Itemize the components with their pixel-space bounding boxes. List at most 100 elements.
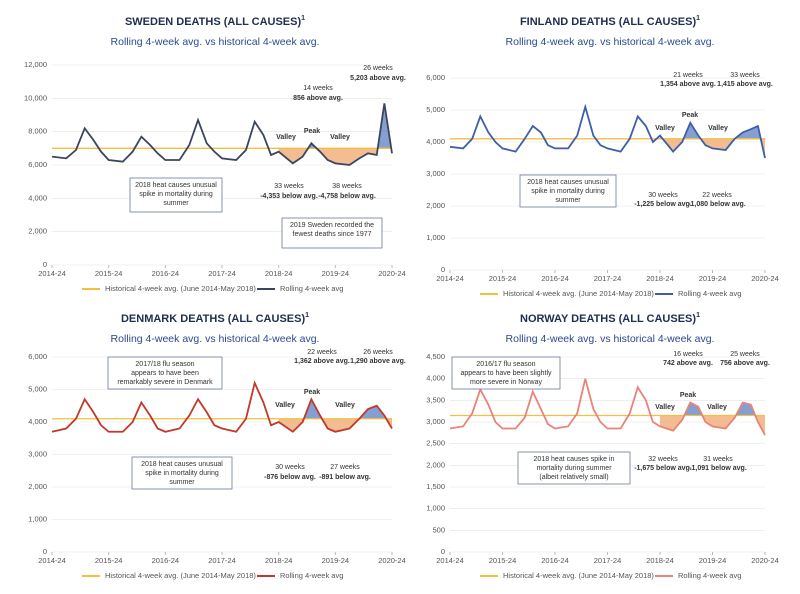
legend-label: Historical 4-week avg. (June 2014-May 20… [503,571,654,580]
annotation: 33 weeks [730,72,760,79]
y-tick-label: 10,000 [24,93,47,102]
annotation: Valley [335,402,355,409]
annotation: 30 weeks [275,464,305,471]
annotation: -4,353 below avg. [260,193,318,200]
shade-above [278,103,392,149]
shade-below [278,148,392,165]
annotation: 31 weeks [703,456,733,463]
y-tick-label: 2,000 [426,201,445,210]
x-tick-label: 2014-24 [38,269,66,278]
y-tick-label: 5,000 [426,105,445,114]
chart-title: FINLAND DEATHS (ALL CAUSES)1 [520,15,700,28]
x-tick-label: 2018-24 [646,556,674,565]
y-tick-label: 3,500 [426,395,445,404]
series-line [51,103,393,166]
annotation: -1,225 below avg. [634,201,692,208]
y-tick-label: 0 [43,547,47,556]
x-tick-label: 2015-24 [95,269,123,278]
x-tick-label: 2014-24 [436,556,464,565]
annotation: -1,080 below avg. [688,201,746,208]
shade-above [660,122,761,139]
callout-text: summer [555,197,581,204]
annotation: 26 weeks [363,349,393,356]
y-tick-label: 6,000 [28,160,47,169]
callout-text: spike in mortality during [145,470,219,477]
footnote-marker: 1 [305,312,309,319]
y-tick-label: 3,000 [28,449,47,458]
series-line [449,103,766,159]
series-line [449,378,766,436]
y-tick-label: 1,000 [426,504,445,513]
x-tick-label: 2018-24 [265,269,293,278]
x-tick-label: 2018-24 [265,556,293,565]
y-tick-label: 6,000 [426,73,445,82]
x-tick-label: 2020-24 [378,269,406,278]
title-text: NORWAY DEATHS (ALL CAUSES) [520,313,696,325]
y-tick-label: 2,000 [28,227,47,236]
callout-text: summer [163,200,189,207]
chart-panel: FINLAND DEATHS (ALL CAUSES)1 Rolling 4-we… [426,15,779,298]
callout-box [519,174,617,208]
x-tick-label: 2019-24 [322,556,350,565]
chart-subtitle: Rolling 4-week avg. vs historical 4-week… [111,333,320,345]
annotation: 14 weeks [303,85,333,92]
chart-panel: SWEDEN DEATHS (ALL CAUSES)1 Rolling 4-wee… [24,15,406,293]
x-tick-label: 2017-24 [594,274,622,283]
y-tick-label: 4,000 [426,137,445,146]
annotation: 32 weeks [648,456,678,463]
x-tick-label: 2020-24 [751,556,779,565]
y-tick-label: 4,000 [28,417,47,426]
annotation: 27 weeks [330,464,360,471]
y-tick-label: 2,000 [28,482,47,491]
annotation: Peak [682,112,698,119]
annotation: 21 weeks [673,72,703,79]
annotation: 22 weeks [307,349,337,356]
annotation: -4,758 below avg. [318,193,376,200]
annotation: 33 weeks [274,183,304,190]
legend-label: Rolling 4-week avg [280,571,343,580]
annotation: 25 weeks [730,351,760,358]
shade-below [278,418,392,432]
y-tick-label: 1,000 [28,514,47,523]
x-tick-label: 2017-24 [208,269,236,278]
x-tick-label: 2019-24 [699,556,727,565]
legend-label: Rolling 4-week avg [678,571,741,580]
annotation: Peak [680,392,696,399]
callout-text: summer [169,479,195,486]
callout-text: spike in mortality during [139,191,213,198]
callout-box [281,217,383,249]
y-tick-label: 6,000 [28,352,47,361]
annotation: Peak [304,128,320,135]
callout-text: 2016/17 flu season [476,361,535,368]
annotation: 5,203 above avg. [350,75,406,82]
annotation: -1,091 below avg. [689,465,747,472]
footnote-marker: 1 [696,312,700,319]
x-tick-label: 2020-24 [751,274,779,283]
y-tick-label: 500 [432,525,445,534]
y-tick-label: 4,500 [426,352,445,361]
y-tick-label: 0 [441,547,445,556]
x-tick-label: 2016-24 [541,274,569,283]
callout-text: mortality during summer [536,465,612,472]
shade-below [660,415,765,435]
annotation: 856 above avg. [293,95,343,102]
annotation: -876 below avg. [264,474,316,481]
annotation: 1,290 above avg. [350,358,406,365]
y-tick-label: 12,000 [24,60,47,69]
y-tick-label: 3,000 [426,417,445,426]
annotation: 30 weeks [648,192,678,199]
x-tick-label: 2017-24 [594,556,622,565]
footnote-marker: 1 [301,15,305,22]
chart-title: NORWAY DEATHS (ALL CAUSES)1 [520,312,700,325]
legend-label: Rolling 4-week avg [280,284,343,293]
callout-text: 2018 heat causes unusual [141,461,223,468]
x-tick-label: 2019-24 [699,274,727,283]
annotation: Valley [276,134,296,141]
chart-subtitle: Rolling 4-week avg. vs historical 4-week… [111,36,320,48]
y-tick-label: 4,000 [28,193,47,202]
annotation: 22 weeks [702,192,732,199]
callout-text: 2018 heat causes unusual [135,182,217,189]
title-text: FINLAND DEATHS (ALL CAUSES) [520,16,697,28]
x-tick-label: 2018-24 [646,274,674,283]
